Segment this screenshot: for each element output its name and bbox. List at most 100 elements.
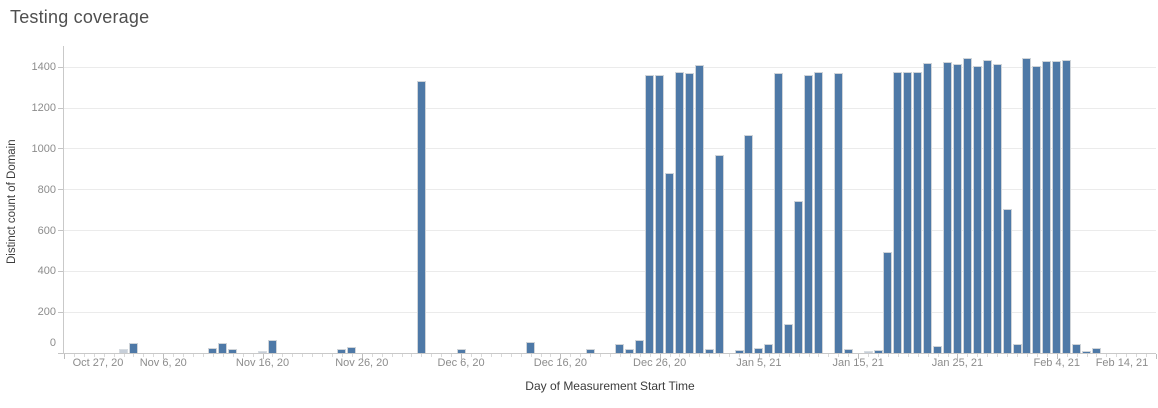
bar[interactable] <box>893 72 903 353</box>
x-axis-line <box>63 353 1156 354</box>
x-axis-tick-minor <box>868 354 870 357</box>
bar[interactable] <box>1052 61 1062 353</box>
bar[interactable] <box>863 350 873 353</box>
bar[interactable] <box>843 348 853 353</box>
bar[interactable] <box>218 342 228 353</box>
x-axis-tick-minor <box>133 354 135 357</box>
bar[interactable] <box>665 173 675 353</box>
x-axis-tick-minor <box>73 354 75 357</box>
x-axis-tick-minor <box>719 354 721 357</box>
x-axis-tick-major <box>64 354 65 359</box>
bar[interactable] <box>704 349 714 353</box>
x-tick-label: Dec 16, 20 <box>533 357 587 369</box>
bar[interactable] <box>674 72 684 353</box>
bar[interactable] <box>754 347 764 353</box>
y-axis-tick <box>58 107 63 109</box>
bar[interactable] <box>585 348 595 353</box>
gridline-y-200 <box>64 311 1156 313</box>
x-axis-tick-minor <box>1017 354 1019 357</box>
bar[interactable] <box>1082 350 1091 353</box>
x-axis-tick-minor <box>709 354 711 357</box>
bar[interactable] <box>645 75 655 353</box>
bar[interactable] <box>972 66 982 353</box>
y-tick-label: 200 <box>37 306 56 319</box>
x-axis-tick-minor <box>699 354 701 357</box>
bar[interactable] <box>714 155 724 353</box>
bar[interactable] <box>923 63 933 353</box>
bar[interactable] <box>1002 209 1012 353</box>
bar[interactable] <box>982 60 992 353</box>
bar[interactable] <box>635 339 645 353</box>
bar[interactable] <box>813 72 823 353</box>
x-axis-tick-minor <box>1116 354 1118 357</box>
bar[interactable] <box>804 75 814 353</box>
bar[interactable] <box>615 343 625 353</box>
bar[interactable] <box>119 348 129 353</box>
x-axis-tick-major <box>461 354 463 359</box>
x-axis-tick-minor <box>887 354 889 357</box>
bar[interactable] <box>774 73 784 353</box>
bar[interactable] <box>456 348 466 353</box>
x-axis-tick-minor <box>143 354 145 357</box>
x-axis-tick-minor <box>629 354 631 357</box>
x-axis-tick-minor <box>1106 354 1108 357</box>
bar[interactable] <box>228 348 238 353</box>
bar[interactable] <box>744 134 754 353</box>
bar[interactable] <box>992 64 1002 353</box>
y-tick-label: 0 <box>49 336 56 349</box>
bar[interactable] <box>833 73 843 353</box>
bar[interactable] <box>1072 343 1082 353</box>
bar[interactable] <box>784 324 794 353</box>
chart-title: Testing coverage <box>10 7 150 27</box>
bar[interactable] <box>1012 343 1022 353</box>
bar[interactable] <box>267 339 277 353</box>
bar[interactable] <box>933 345 943 353</box>
bar[interactable] <box>764 343 774 353</box>
x-tick-label: Dec 6, 20 <box>437 357 485 369</box>
bar[interactable] <box>347 347 357 353</box>
bar[interactable] <box>416 80 426 353</box>
x-axis-tick-minor <box>937 354 939 357</box>
bar[interactable] <box>734 349 744 353</box>
x-axis-tick-minor <box>748 354 750 357</box>
x-axis-tick-minor <box>381 354 383 357</box>
bar[interactable] <box>952 64 962 353</box>
gridline-y-1200 <box>64 107 1156 109</box>
x-axis-tick-minor <box>580 354 582 357</box>
x-axis-tick-minor <box>322 354 324 357</box>
bar[interactable] <box>208 347 218 353</box>
bar[interactable] <box>526 341 536 353</box>
bar[interactable] <box>913 72 923 353</box>
y-axis-line <box>63 46 64 354</box>
x-axis-tick-minor <box>997 354 999 357</box>
x-axis-tick-minor <box>649 354 651 357</box>
bar[interactable] <box>943 62 953 353</box>
bar[interactable] <box>337 349 347 353</box>
bar[interactable] <box>883 251 893 353</box>
bar[interactable] <box>1032 66 1042 353</box>
bar[interactable] <box>625 349 635 353</box>
gridline-y-800 <box>64 189 1156 191</box>
y-tick-label: 800 <box>37 183 56 196</box>
bar[interactable] <box>903 72 913 353</box>
x-axis-tick-major <box>361 354 363 359</box>
bar[interactable] <box>1042 61 1052 353</box>
x-axis-tick-minor <box>272 354 274 357</box>
bar[interactable] <box>1091 347 1101 353</box>
x-axis-tick-minor <box>480 354 482 357</box>
x-axis-tick-minor <box>967 354 969 357</box>
bar[interactable] <box>1022 58 1032 353</box>
bar[interactable] <box>694 65 704 353</box>
x-axis-tick-minor <box>173 354 175 357</box>
bar[interactable] <box>873 349 883 353</box>
x-axis-tick-minor <box>917 354 919 357</box>
bar[interactable] <box>128 342 138 353</box>
x-axis-tick-minor <box>341 354 343 357</box>
bar[interactable] <box>1062 60 1072 353</box>
bar[interactable] <box>962 58 972 353</box>
bar[interactable] <box>655 75 665 353</box>
bar[interactable] <box>258 350 268 353</box>
x-axis-tick-minor <box>927 354 929 357</box>
bar[interactable] <box>684 73 694 353</box>
bar[interactable] <box>794 200 804 353</box>
